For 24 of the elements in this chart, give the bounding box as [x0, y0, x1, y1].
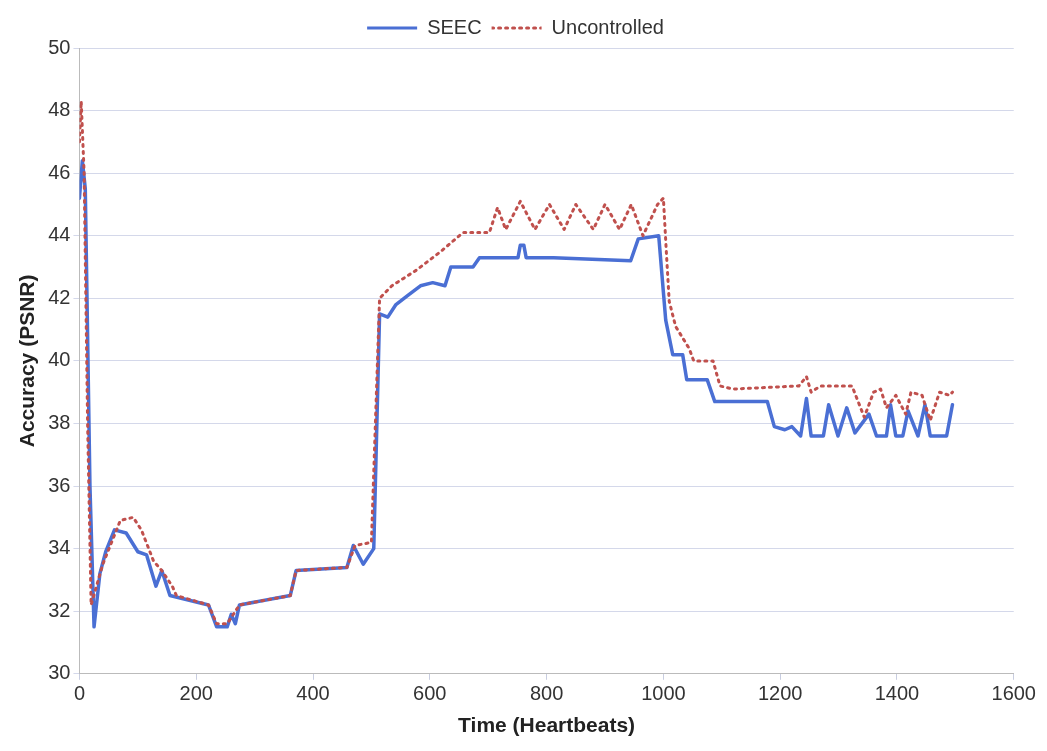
x-axis-title: Time (Heartbeats) — [458, 713, 636, 737]
x-tick-label: 0 — [73, 682, 86, 705]
x-tick-label: 600 — [413, 682, 447, 705]
x-tick-label: 1000 — [641, 682, 686, 705]
y-tick-label: 46 — [48, 160, 71, 183]
x-tick-label: 200 — [179, 682, 213, 705]
y-tick-label: 48 — [48, 98, 71, 121]
x-tick-label: 400 — [296, 682, 330, 705]
y-tick-label: 38 — [48, 411, 71, 433]
y-tick-label: 34 — [48, 536, 71, 559]
y-tick-label: 36 — [48, 473, 71, 496]
legend-label: SEEC — [427, 15, 482, 38]
y-tick-label: 44 — [48, 223, 71, 246]
y-axis-title: Accuracy (PSNR) — [15, 274, 39, 448]
x-tick-label: 1200 — [757, 682, 803, 705]
x-tick-label: 1400 — [874, 682, 920, 705]
x-tick-label: 800 — [529, 682, 564, 705]
y-tick-label: 32 — [48, 598, 71, 621]
y-tick-label: 50 — [48, 35, 71, 58]
y-tick-label: 42 — [48, 285, 71, 308]
x-tick-label: 1600 — [991, 682, 1036, 705]
y-tick-label: 40 — [48, 348, 71, 371]
y-tick-label: 30 — [48, 661, 71, 684]
legend-label: Uncontrolled — [551, 15, 664, 38]
